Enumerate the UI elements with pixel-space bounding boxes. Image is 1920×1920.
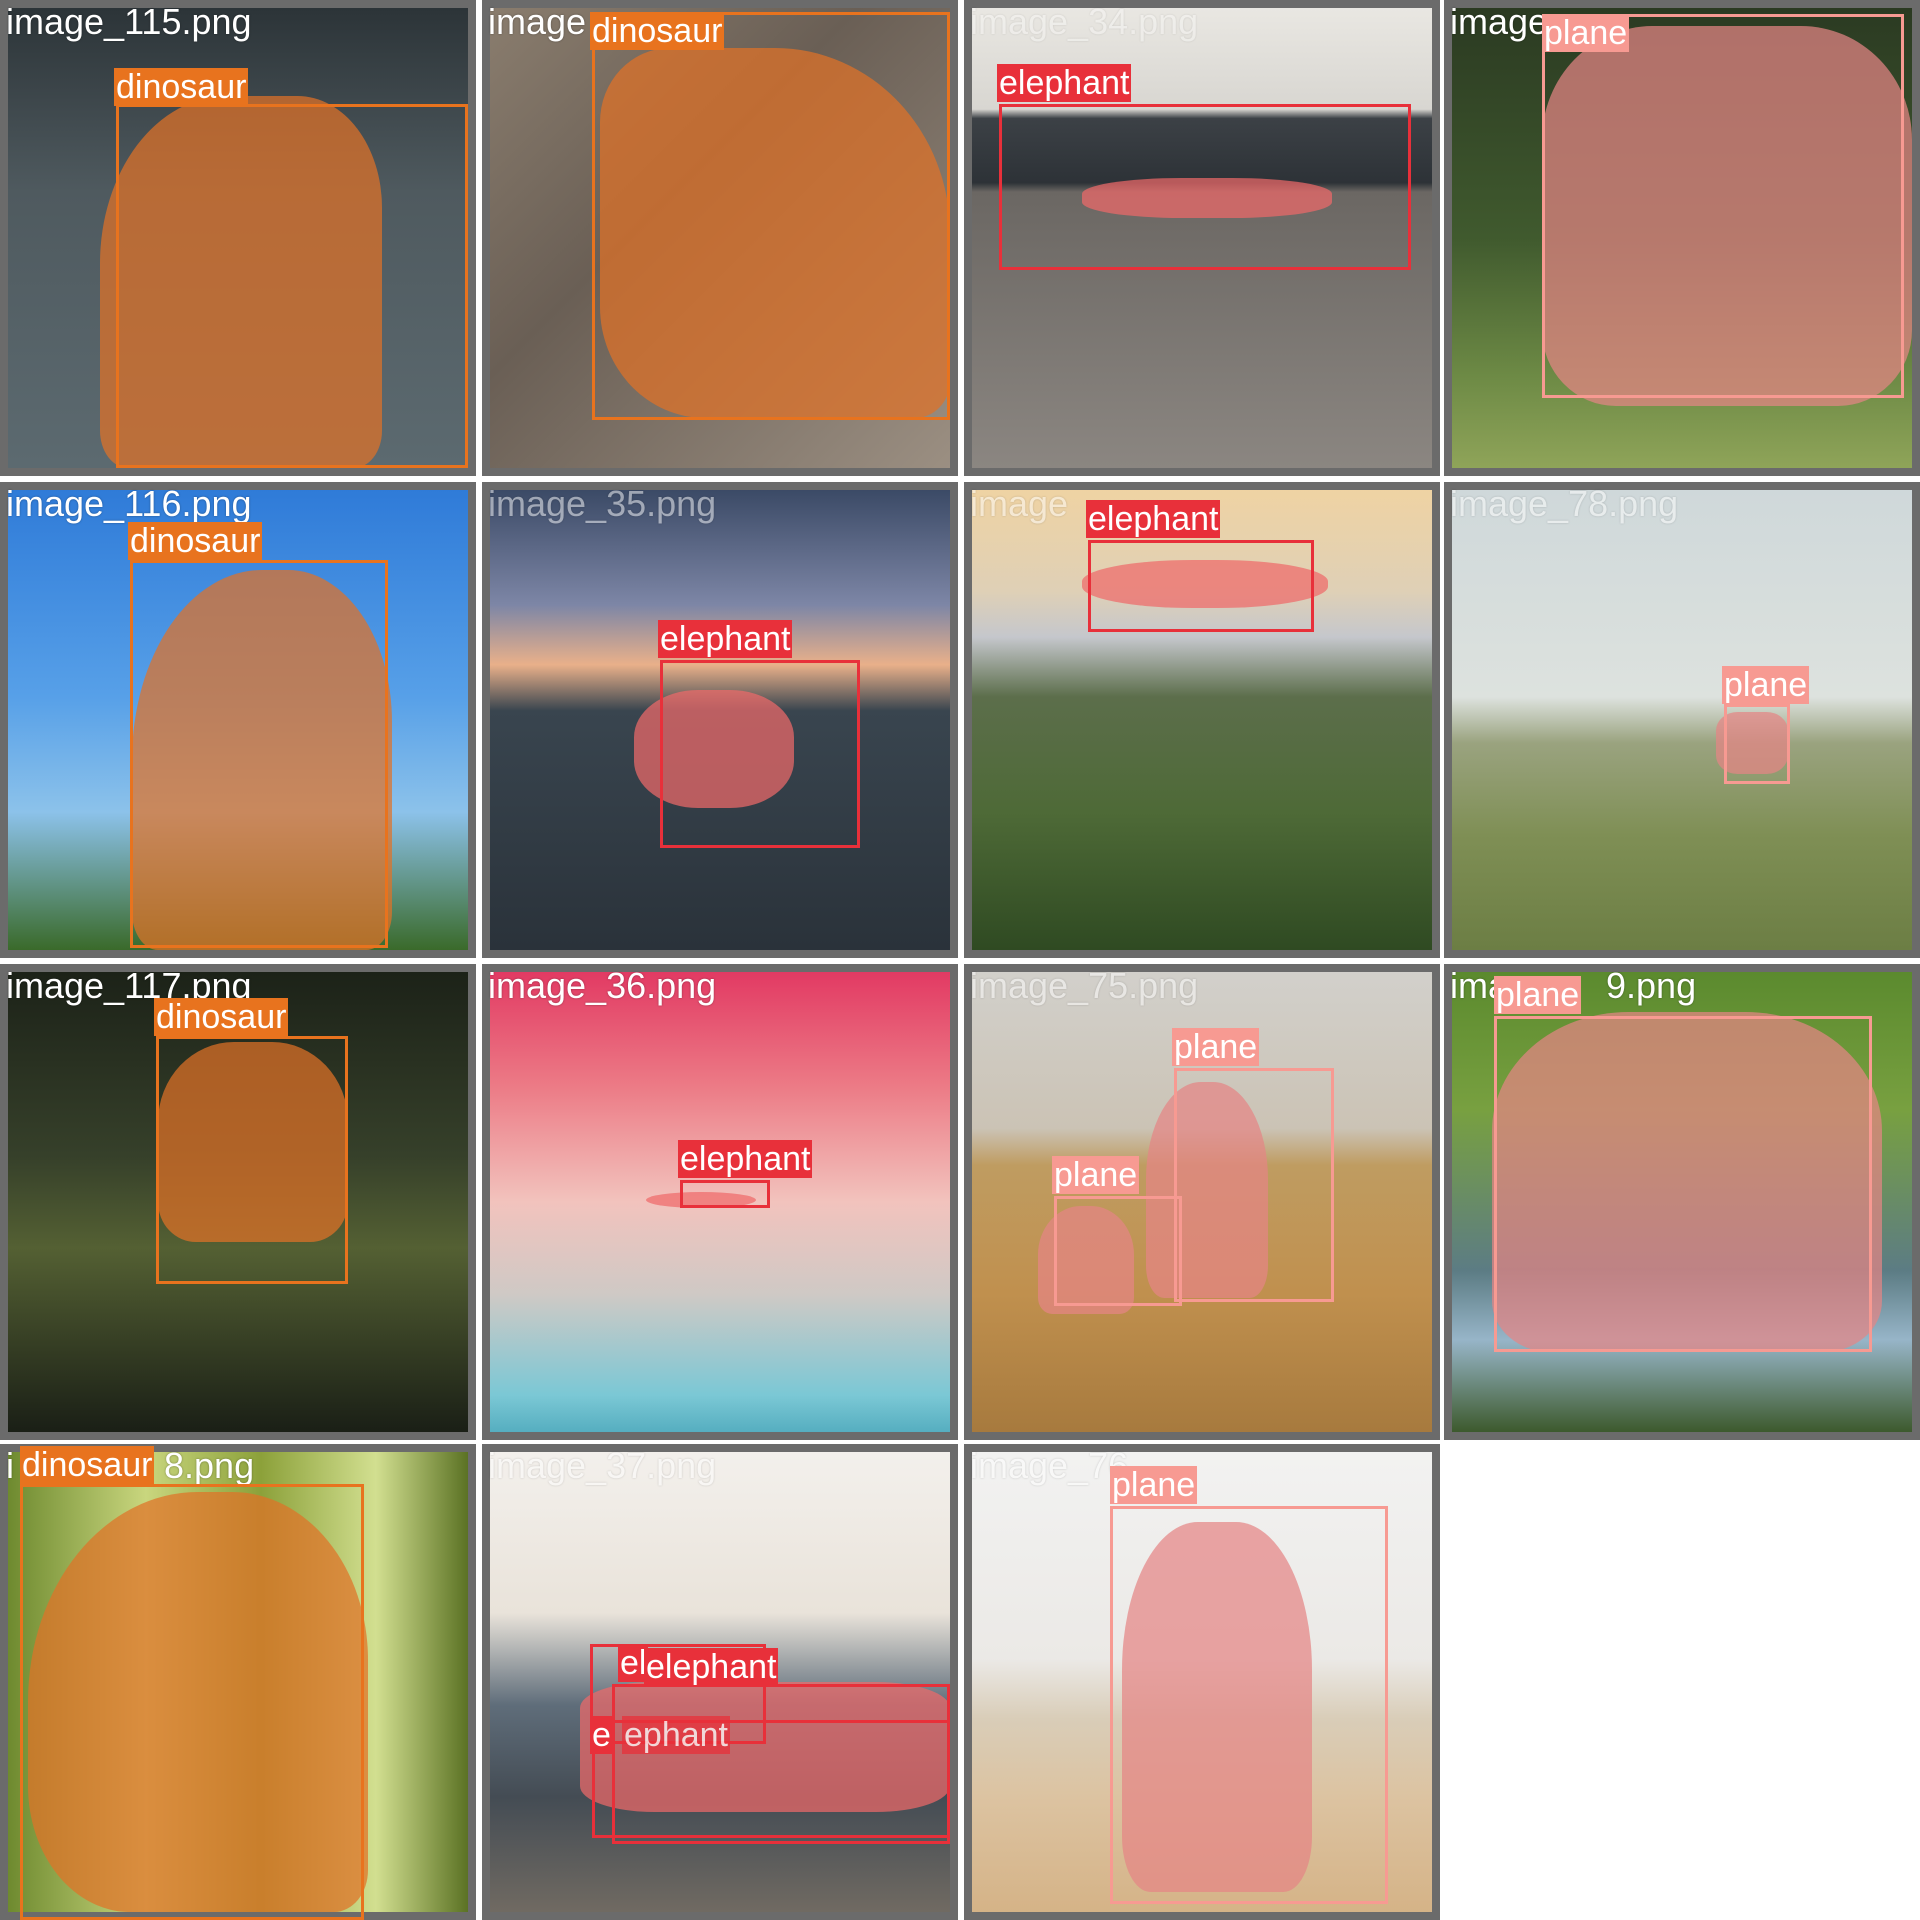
segmentation-mask	[28, 1492, 368, 1912]
tile-image-7[interactable]: image elephant	[964, 482, 1440, 958]
tile-image-75[interactable]: image_75.png plane plane	[964, 964, 1440, 1440]
bounding-box	[130, 560, 388, 948]
segmentation-mask	[1542, 26, 1912, 406]
segmentation-mask	[1082, 178, 1332, 218]
bounding-box	[1054, 1196, 1182, 1306]
detection-label: plane	[1052, 1156, 1140, 1194]
tile-photo	[1452, 972, 1912, 1432]
detection-label: plane	[1542, 14, 1630, 52]
detection-label: plane	[1494, 976, 1582, 1014]
tile-photo	[8, 1452, 468, 1912]
tile-photo	[972, 490, 1432, 950]
detection-label: elephant	[678, 1140, 813, 1178]
tile-photo	[1452, 8, 1912, 468]
detection-label: elephant	[658, 620, 793, 658]
tile-photo	[8, 490, 468, 950]
detection-label: dinosaur	[128, 522, 263, 560]
detection-label: dinosaur	[20, 1446, 155, 1484]
tile-image-36[interactable]: image_36.png elephant	[482, 964, 958, 1440]
segmentation-mask	[1716, 712, 1788, 774]
detection-label: ephant	[622, 1716, 730, 1754]
tile-filename: image_36.png	[488, 965, 717, 1006]
tile-image-37[interactable]: image_37.png el elephant e ephant	[482, 1444, 958, 1920]
detection-label: dinosaur	[154, 998, 289, 1036]
tile-filename-prefix: i	[6, 1445, 14, 1486]
tile-filename: image_37.png	[488, 1445, 717, 1486]
detection-label: dinosaur	[590, 12, 725, 50]
tile-filename: image_35.png	[488, 483, 717, 524]
tile-filename: image	[1450, 1, 1549, 42]
segmentation-mask	[100, 96, 382, 468]
tile-photo	[1452, 490, 1912, 950]
tile-image-4[interactable]: image plane	[1444, 0, 1920, 476]
tile-filename: image	[970, 483, 1069, 524]
tile-image-79[interactable]: ima 9.png plane	[1444, 964, 1920, 1440]
bounding-box	[999, 104, 1411, 270]
tile-filename: image_76	[970, 1445, 1129, 1486]
bounding-box	[1542, 14, 1904, 398]
detection-label: plane	[1172, 1028, 1260, 1066]
tile-image-117[interactable]: image_117.png dinosaur	[0, 964, 476, 1440]
tile-image-118[interactable]: i 8.png dinosaur	[0, 1444, 476, 1920]
segmentation-mask	[600, 48, 950, 418]
tile-image-115[interactable]: image_115.png dinosaur	[0, 0, 476, 476]
detection-label: dinosaur	[114, 68, 249, 106]
detection-label: elephant	[1086, 500, 1221, 538]
tile-filename-suffix: 8.png	[164, 1445, 255, 1486]
bounding-box	[1110, 1506, 1388, 1904]
bounding-box	[680, 1180, 770, 1208]
tile-photo	[972, 1452, 1432, 1912]
bounding-box	[116, 104, 468, 468]
tile-filename: image_78.png	[1450, 483, 1679, 524]
segmentation-mask	[646, 1192, 756, 1208]
tile-filename: image_116.png	[6, 483, 252, 524]
tile-image-116[interactable]: image_116.png dinosaur	[0, 482, 476, 958]
segmentation-mask	[132, 570, 392, 950]
bounding-box	[1724, 704, 1790, 784]
tile-image-35[interactable]: image_35.png elephant	[482, 482, 958, 958]
bounding-box	[1174, 1068, 1334, 1302]
detection-label: e	[590, 1716, 613, 1754]
detection-label: el	[618, 1644, 649, 1682]
tile-filename: image_115.png	[6, 1, 252, 42]
tile-image-34[interactable]: image_34.png elephant	[964, 0, 1440, 476]
tile-photo	[8, 972, 468, 1432]
tile-filename-suffix: 9.png	[1606, 965, 1697, 1006]
detection-label: plane	[1110, 1466, 1198, 1504]
segmentation-mask	[1146, 1082, 1268, 1298]
tile-image-2[interactable]: image dinosaur	[482, 0, 958, 476]
tile-filename: ima 9.png	[1450, 966, 1696, 1006]
segmentation-mask	[1492, 1012, 1882, 1352]
tile-photo	[490, 8, 950, 468]
bounding-box	[20, 1484, 364, 1920]
tile-image-78[interactable]: image_78.png plane	[1444, 482, 1920, 958]
detection-label: plane	[1722, 666, 1810, 704]
detection-label: elephant	[644, 1648, 779, 1686]
tile-photo	[490, 972, 950, 1432]
bounding-box	[1088, 540, 1314, 632]
bounding-box	[592, 1720, 950, 1838]
tile-filename: i 8.png	[6, 1446, 254, 1486]
tile-filename: image_75.png	[970, 965, 1199, 1006]
tile-image-76[interactable]: image_76 plane	[964, 1444, 1440, 1920]
segmentation-mask	[1122, 1522, 1312, 1892]
tile-filename: image_34.png	[970, 1, 1199, 42]
empty-grid-slot	[1444, 1444, 1920, 1920]
bounding-box	[592, 12, 950, 420]
detection-label: elephant	[997, 64, 1132, 102]
bounding-box	[660, 660, 860, 848]
segmentation-mask	[1082, 560, 1328, 608]
tile-filename: image	[488, 1, 587, 42]
bounding-box	[156, 1036, 348, 1284]
segmentation-mask	[158, 1042, 348, 1242]
bounding-box	[1494, 1016, 1872, 1352]
